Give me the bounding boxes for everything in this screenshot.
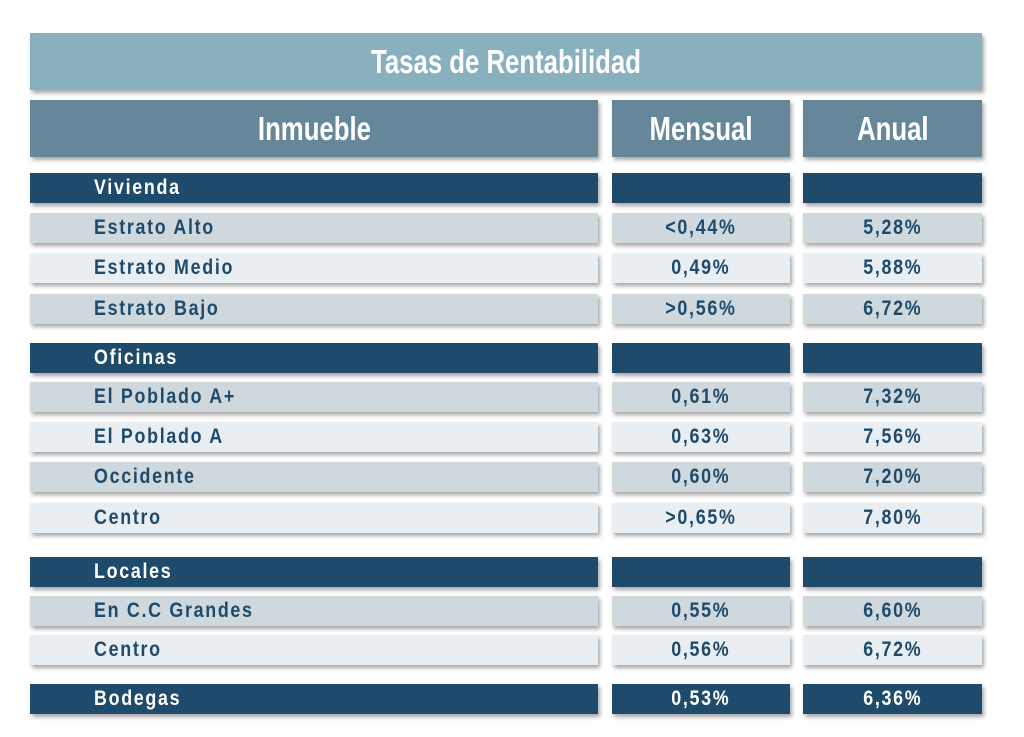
- table-row-label: Occidente: [30, 462, 598, 492]
- section-row-label: Oficinas: [30, 343, 598, 373]
- table-row-label: Centro: [30, 503, 598, 533]
- cell-label: Centro: [94, 506, 162, 529]
- cell-label: Bodegas: [94, 687, 182, 710]
- cell-mensual: <0,44%: [665, 216, 737, 239]
- table-row-mensual: >0,56%: [612, 294, 790, 324]
- cell-mensual: >0,56%: [665, 297, 737, 320]
- section-row-label: Vivienda: [30, 173, 598, 203]
- table-row-anual: 5,28%: [803, 213, 982, 243]
- table-row-label: El Poblado A+: [30, 382, 598, 412]
- cell-label: Estrato Bajo: [94, 297, 220, 320]
- section-row-label: Locales: [30, 557, 598, 587]
- table-row-anual: 5,88%: [803, 253, 982, 283]
- table-row-label: En C.C Grandes: [30, 596, 598, 626]
- cell-anual: 7,80%: [862, 506, 923, 529]
- header-anual: Anual: [803, 100, 982, 157]
- cell-anual: 6,36%: [862, 687, 923, 710]
- cell-mensual: 0,63%: [671, 425, 731, 448]
- cell-label: Estrato Medio: [94, 256, 235, 279]
- cell-anual: 6,60%: [862, 599, 923, 622]
- table-row-anual: 7,56%: [803, 422, 982, 452]
- cell-mensual: 0,49%: [671, 256, 731, 279]
- table-row-anual: 6,72%: [803, 635, 982, 665]
- cell-label: El Poblado A: [94, 425, 224, 448]
- cell-label: Locales: [94, 560, 173, 583]
- table-row-label: Estrato Bajo: [30, 294, 598, 324]
- header-inmueble: Inmueble: [30, 100, 598, 157]
- cell-label: En C.C Grandes: [94, 599, 254, 622]
- section-row-anual: [803, 343, 982, 373]
- cell-mensual: 0,55%: [671, 599, 731, 622]
- section-row-anual: [803, 557, 982, 587]
- table-row-mensual: 0,49%: [612, 253, 790, 283]
- cell-label: Estrato Alto: [94, 216, 215, 239]
- section-row-mensual: 0,53%: [612, 684, 790, 714]
- table-row-anual: 7,80%: [803, 503, 982, 533]
- table-row-label: El Poblado A: [30, 422, 598, 452]
- cell-label: Centro: [94, 638, 162, 661]
- table-row-anual: 7,32%: [803, 382, 982, 412]
- table-row-anual: 6,60%: [803, 596, 982, 626]
- section-row-label: Bodegas: [30, 684, 598, 714]
- cell-label: Oficinas: [94, 346, 179, 369]
- cell-mensual: 0,60%: [671, 465, 731, 488]
- cell-anual: 6,72%: [862, 638, 923, 661]
- cell-mensual: >0,65%: [665, 506, 737, 529]
- cell-label: El Poblado A+: [94, 385, 236, 408]
- section-row-mensual: [612, 557, 790, 587]
- cell-mensual: 0,61%: [671, 385, 731, 408]
- section-row-mensual: [612, 173, 790, 203]
- table-row-mensual: 0,56%: [612, 635, 790, 665]
- cell-anual: 7,32%: [862, 385, 923, 408]
- cell-mensual: 0,56%: [671, 638, 731, 661]
- section-row-anual: [803, 173, 982, 203]
- table-title-text: Tasas de Rentabilidad: [371, 42, 641, 80]
- table-row-mensual: 0,55%: [612, 596, 790, 626]
- table-row-anual: 7,20%: [803, 462, 982, 492]
- header-anual-label: Anual: [856, 109, 929, 147]
- cell-label: Vivienda: [94, 176, 181, 199]
- table-title: Tasas de Rentabilidad: [30, 33, 982, 90]
- cell-anual: 7,56%: [862, 425, 923, 448]
- header-inmueble-label: Inmueble: [257, 109, 371, 147]
- section-row-mensual: [612, 343, 790, 373]
- section-row-anual: 6,36%: [803, 684, 982, 714]
- table-row-mensual: 0,61%: [612, 382, 790, 412]
- cell-anual: 6,72%: [862, 297, 923, 320]
- table-row-mensual: >0,65%: [612, 503, 790, 533]
- cell-mensual: 0,53%: [671, 687, 731, 710]
- cell-anual: 5,28%: [862, 216, 923, 239]
- table-row-anual: 6,72%: [803, 294, 982, 324]
- table-row-label: Estrato Medio: [30, 253, 598, 283]
- header-mensual-label: Mensual: [649, 109, 753, 147]
- table-row-label: Centro: [30, 635, 598, 665]
- header-mensual: Mensual: [612, 100, 790, 157]
- table-row-mensual: 0,60%: [612, 462, 790, 492]
- cell-anual: 5,88%: [862, 256, 923, 279]
- cell-anual: 7,20%: [862, 465, 923, 488]
- cell-label: Occidente: [94, 465, 196, 488]
- table-row-label: Estrato Alto: [30, 213, 598, 243]
- table-row-mensual: 0,63%: [612, 422, 790, 452]
- table-row-mensual: <0,44%: [612, 213, 790, 243]
